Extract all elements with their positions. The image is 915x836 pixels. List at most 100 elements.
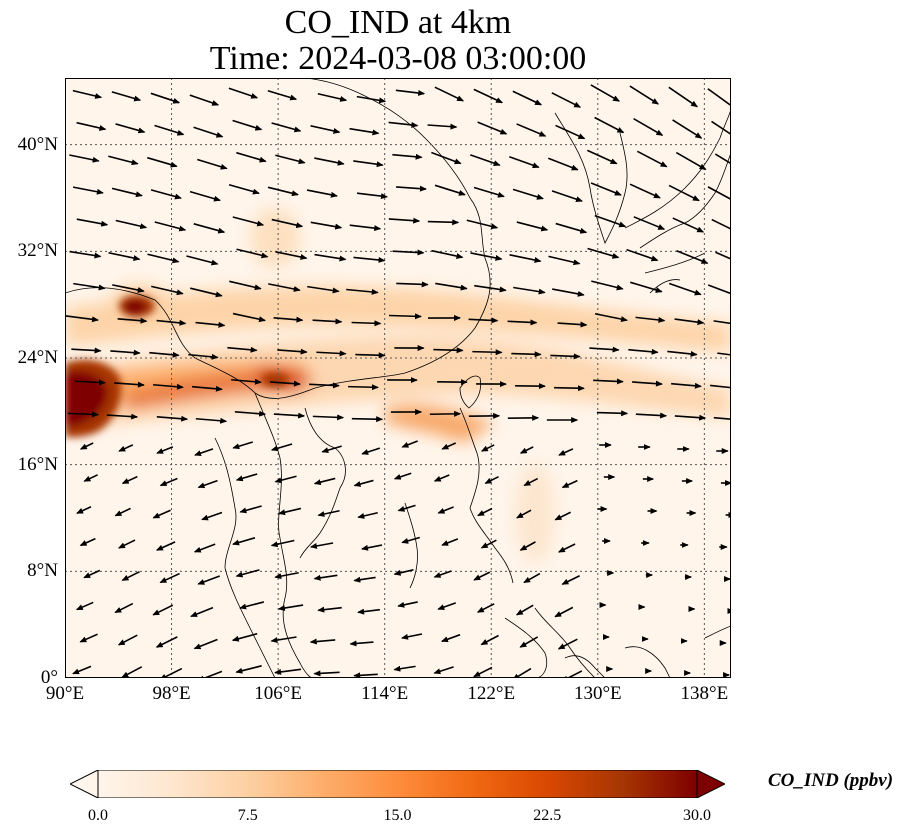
wind-arrow xyxy=(548,255,581,266)
wind-arrow xyxy=(672,119,703,139)
wind-arrow xyxy=(707,88,731,110)
colorbar-body xyxy=(97,770,698,798)
wind-arrow xyxy=(633,216,666,230)
wind-arrow xyxy=(477,121,508,135)
wind-arrow xyxy=(186,255,219,266)
wind-arrow xyxy=(156,415,189,422)
wind-arrow xyxy=(232,216,265,227)
wind-arrow xyxy=(197,158,228,170)
wind-arrow xyxy=(79,442,94,450)
wind-arrow xyxy=(270,636,297,644)
wind-arrow xyxy=(550,353,581,360)
wind-vectors xyxy=(65,84,731,678)
wind-arrow xyxy=(361,447,381,455)
wind-arrow xyxy=(121,571,140,581)
wind-arrow xyxy=(555,124,586,140)
wind-arrow xyxy=(114,507,131,517)
wind-arrow xyxy=(668,282,702,296)
wind-arrow xyxy=(108,155,139,166)
wind-arrow xyxy=(561,670,583,678)
wind-arrow xyxy=(270,380,301,387)
wind-arrow xyxy=(349,224,382,232)
wind-arrow xyxy=(561,479,578,489)
wind-arrow xyxy=(441,538,459,546)
wind-arrow xyxy=(154,124,185,136)
wind-arrow xyxy=(194,448,214,456)
wind-arrow xyxy=(480,444,495,452)
wind-arrow xyxy=(676,249,709,265)
wind-arrow xyxy=(228,87,259,99)
wind-arrow xyxy=(476,603,495,613)
wind-arrow xyxy=(561,575,580,585)
wind-arrow xyxy=(314,157,345,166)
wind-arrow xyxy=(437,506,454,514)
wind-arrow xyxy=(150,189,182,200)
wind-arrow xyxy=(71,347,102,354)
wind-arrow xyxy=(507,319,538,326)
wind-arrow xyxy=(150,92,181,104)
wind-arrow xyxy=(388,121,419,128)
wind-arrow xyxy=(232,441,253,450)
wind-arrow xyxy=(513,286,546,295)
wind-arrow xyxy=(111,187,143,198)
wind-arrow xyxy=(594,116,625,134)
wind-arrow xyxy=(477,507,493,517)
wind-arrow xyxy=(523,572,541,584)
wind-arrow xyxy=(713,320,731,325)
wind-arrow xyxy=(271,218,304,229)
wind-arrow xyxy=(516,123,547,137)
wind-arrow xyxy=(401,536,421,544)
wind-arrow xyxy=(717,352,731,356)
map-title: CO_IND at 4km xyxy=(284,4,512,41)
wind-arrow xyxy=(106,413,139,420)
wind-arrow xyxy=(558,448,574,456)
wind-arrow xyxy=(357,608,380,615)
lat-tick-label: 32°N xyxy=(17,240,58,262)
wind-arrow xyxy=(147,156,178,168)
wind-arrow xyxy=(273,316,304,323)
wind-arrow xyxy=(317,509,340,517)
wind-arrow xyxy=(427,123,458,130)
wind-arrow xyxy=(433,474,450,482)
wind-arrow xyxy=(153,383,184,390)
wind-arrow xyxy=(401,440,418,448)
wind-arrow xyxy=(72,665,92,675)
wind-arrow xyxy=(587,149,618,165)
wind-arrow xyxy=(306,189,338,198)
wind-arrow xyxy=(667,350,698,357)
wind-arrow xyxy=(393,472,412,480)
wind-arrow xyxy=(713,416,731,420)
wind-arrow xyxy=(429,410,462,417)
wind-arrow xyxy=(309,638,336,645)
wind-arrow xyxy=(355,352,386,359)
wind-arrow xyxy=(239,601,265,610)
wind-arrow xyxy=(267,186,299,197)
wind-arrow xyxy=(671,382,702,389)
wind-arrow xyxy=(629,183,661,199)
wind-arrow xyxy=(190,287,223,298)
wind-arrow xyxy=(393,665,416,672)
wind-arrow xyxy=(672,217,705,233)
wind-arrow xyxy=(511,351,542,358)
wind-arrow xyxy=(668,86,698,108)
wind-arrow xyxy=(314,253,347,262)
wind-arrow xyxy=(434,86,465,102)
wind-arrow xyxy=(239,505,262,514)
wind-arrow xyxy=(277,348,308,355)
lat-tick-label: 16°N xyxy=(17,453,58,475)
wind-arrow xyxy=(118,539,136,549)
wind-arrow xyxy=(433,666,454,675)
wind-arrow xyxy=(72,89,103,99)
wind-arrow xyxy=(628,348,659,355)
wind-arrow xyxy=(594,214,627,228)
map-canvas xyxy=(65,78,731,678)
wind-arrow xyxy=(472,349,503,356)
wind-arrow xyxy=(554,511,571,521)
wind-arrow xyxy=(232,312,266,323)
wind-arrow xyxy=(711,120,731,136)
wind-arrow xyxy=(195,417,228,424)
wind-arrow xyxy=(357,511,378,519)
wind-arrow xyxy=(115,123,146,134)
wind-arrow xyxy=(189,190,221,202)
wind-arrow xyxy=(195,321,226,328)
